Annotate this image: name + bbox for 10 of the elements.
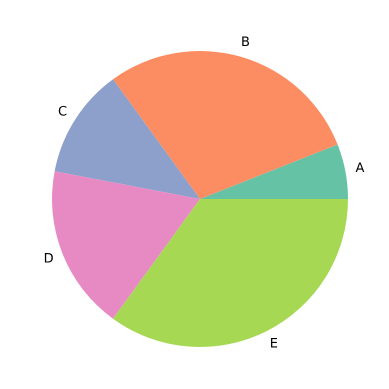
pie-slice	[113, 199, 348, 347]
pie-slice	[200, 144, 348, 199]
slice-label: D	[44, 251, 54, 266]
pie-slice	[113, 51, 338, 199]
pie-slice	[52, 171, 200, 319]
slice-label: E	[270, 336, 278, 352]
pie-slice	[54, 79, 200, 199]
slice-label: A	[355, 160, 364, 176]
slice-label: C	[58, 104, 68, 120]
slice-label: B	[240, 35, 250, 50]
